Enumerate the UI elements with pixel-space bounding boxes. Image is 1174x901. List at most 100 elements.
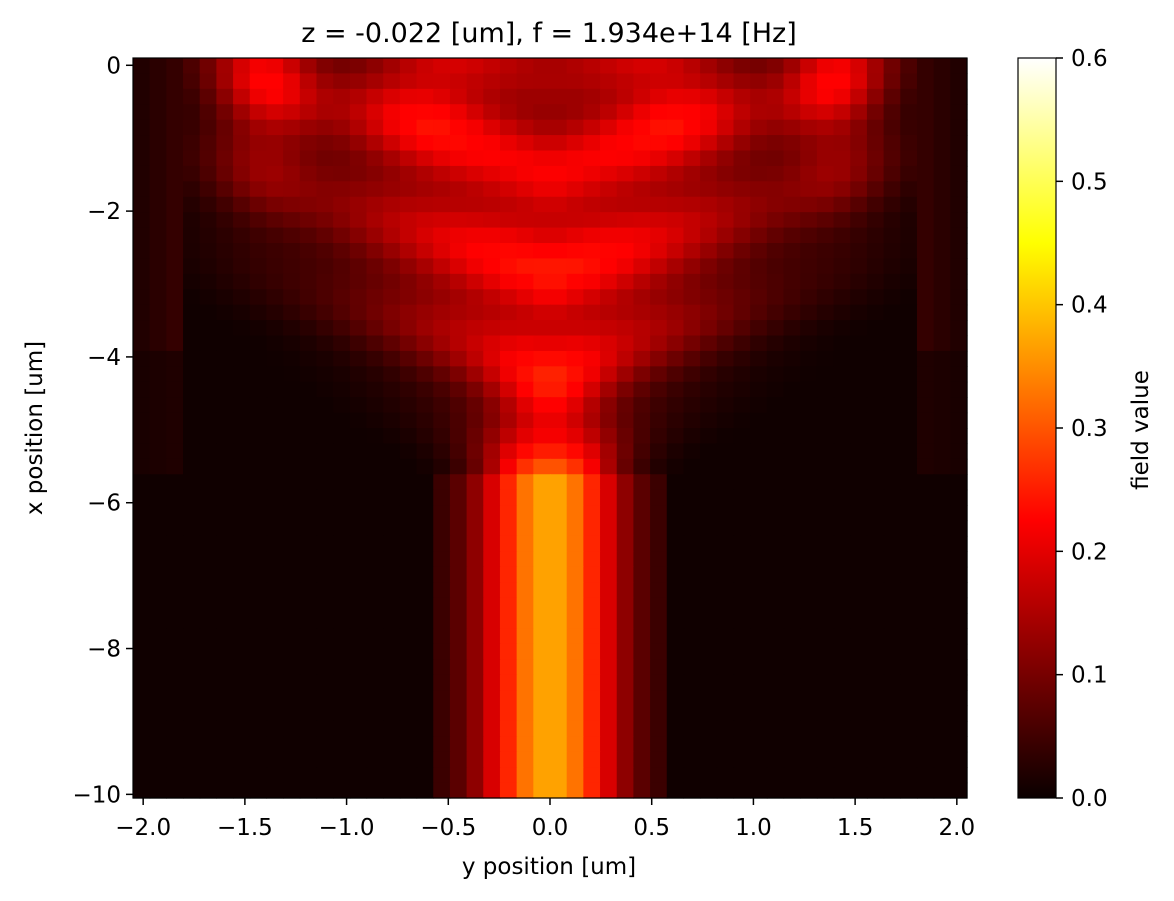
- heatmap-cell: [666, 88, 685, 105]
- heatmap-cell: [149, 659, 167, 676]
- heatmap-cell: [600, 88, 618, 105]
- heatmap-cell: [666, 705, 685, 722]
- heatmap-cell: [866, 458, 885, 475]
- heatmap-cell: [133, 243, 151, 260]
- heatmap-cell: [166, 736, 184, 753]
- heatmap-cell: [533, 458, 551, 475]
- heatmap-cell: [283, 381, 301, 398]
- heatmap-cell: [733, 505, 751, 522]
- heatmap-cell: [783, 212, 801, 229]
- heatmap-cell: [733, 212, 751, 229]
- heatmap-cell: [466, 73, 484, 90]
- heatmap-cell: [499, 58, 518, 75]
- heatmap-cell: [700, 58, 718, 75]
- heatmap-cell: [133, 613, 151, 630]
- heatmap-cell: [149, 505, 167, 522]
- heatmap-cell: [433, 258, 451, 275]
- heatmap-cell: [466, 535, 484, 552]
- heatmap-cell: [516, 535, 534, 552]
- heatmap-cell: [466, 381, 484, 398]
- heatmap-cell: [866, 397, 885, 414]
- heatmap-cell: [650, 643, 668, 660]
- heatmap-cell: [583, 720, 601, 737]
- heatmap-cell: [216, 566, 234, 583]
- heatmap-cell: [283, 736, 301, 753]
- heatmap-cell: [633, 474, 651, 491]
- heatmap-cell: [233, 273, 251, 290]
- heatmap-cell: [866, 566, 885, 583]
- heatmap-cell: [499, 443, 518, 460]
- heatmap-cell: [516, 674, 534, 691]
- heatmap-cell: [199, 767, 217, 784]
- heatmap-cell: [333, 597, 351, 614]
- heatmap-cell: [216, 73, 234, 90]
- y-axis-ticks: 0−2−4−6−8−10: [72, 53, 133, 808]
- heatmap-cell: [766, 381, 785, 398]
- heatmap-cell: [633, 119, 651, 136]
- heatmap-cell: [349, 150, 368, 167]
- heatmap-cell: [766, 181, 785, 198]
- heatmap-cell: [716, 751, 735, 768]
- heatmap-cell: [216, 196, 234, 213]
- heatmap-cell: [133, 350, 151, 367]
- heatmap-cell: [433, 643, 451, 660]
- heatmap-cell: [700, 350, 718, 367]
- heatmap-cell: [866, 582, 885, 599]
- heatmap-cell: [349, 181, 368, 198]
- heatmap-cell: [266, 597, 284, 614]
- heatmap-cell: [266, 474, 284, 491]
- heatmap-cell: [600, 304, 618, 321]
- heatmap-cell: [349, 227, 368, 244]
- heatmap-cell: [916, 474, 935, 491]
- heatmap-cell: [633, 227, 651, 244]
- heatmap-cell: [449, 320, 468, 337]
- heatmap-cell: [750, 273, 768, 290]
- heatmap-cell: [299, 150, 318, 167]
- heatmap-cell: [766, 73, 785, 90]
- heatmap-cell: [316, 720, 334, 737]
- heatmap-cell: [566, 181, 584, 198]
- heatmap-cell: [483, 474, 501, 491]
- heatmap-cell: [483, 58, 501, 75]
- heatmap-cell: [883, 751, 901, 768]
- heatmap-cell: [316, 273, 334, 290]
- heatmap-cell: [916, 227, 935, 244]
- heatmap-cell: [716, 659, 735, 676]
- heatmap-cell: [816, 535, 835, 552]
- heatmap-cell: [650, 674, 668, 691]
- heatmap-cell: [383, 458, 401, 475]
- heatmap-cell: [766, 320, 785, 337]
- heatmap-cell: [299, 720, 318, 737]
- heatmap-cell: [900, 597, 918, 614]
- heatmap-cell: [299, 304, 318, 321]
- heatmap-cell: [900, 782, 918, 799]
- heatmap-cell: [499, 643, 518, 660]
- heatmap-cell: [616, 135, 634, 152]
- heatmap-cell: [183, 736, 201, 753]
- heatmap-cell: [666, 474, 685, 491]
- heatmap-cell: [550, 212, 568, 229]
- heatmap-cell: [433, 613, 451, 630]
- heatmap-cell: [566, 566, 584, 583]
- heatmap-cell: [199, 736, 217, 753]
- heatmap-cell: [650, 243, 668, 260]
- heatmap-cell: [483, 505, 501, 522]
- heatmap-cell: [249, 613, 268, 630]
- heatmap-cell: [633, 458, 651, 475]
- heatmap-cell: [316, 736, 334, 753]
- heatmap-cell: [349, 135, 368, 152]
- heatmap-cell: [950, 535, 968, 552]
- heatmap-cell: [366, 397, 384, 414]
- heatmap-cell: [816, 335, 835, 352]
- heatmap-cell: [266, 520, 284, 537]
- heatmap-cell: [316, 58, 334, 75]
- heatmap-cell: [149, 412, 167, 429]
- heatmap-cell: [633, 350, 651, 367]
- x-axis-ticks: −2.0 −1.5 −1.0 −0.5 0.0 0.5 1.0 1.5 2.0: [115, 798, 975, 841]
- heatmap-cell: [333, 212, 351, 229]
- heatmap-cell: [283, 582, 301, 599]
- heatmap-cell: [766, 520, 785, 537]
- heatmap-cell: [233, 397, 251, 414]
- heatmap-cell: [383, 767, 401, 784]
- heatmap-cell: [349, 381, 368, 398]
